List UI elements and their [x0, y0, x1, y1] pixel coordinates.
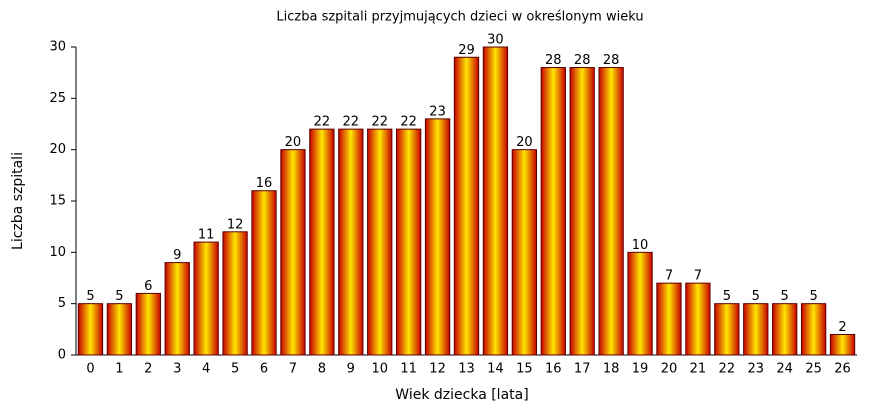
value-label: 5	[86, 289, 94, 304]
value-label: 22	[371, 115, 388, 130]
y-tick-label: 10	[49, 245, 66, 260]
x-tick-label: 0	[86, 362, 94, 377]
x-axis-label: Wiek dziecka [lata]	[395, 387, 528, 403]
value-label: 11	[198, 228, 215, 243]
value-label: 29	[458, 43, 475, 58]
value-label: 7	[665, 269, 673, 284]
bar	[338, 128, 364, 356]
x-tick-label: 22	[719, 362, 736, 377]
bar	[453, 56, 480, 356]
x-tick-label: 2	[144, 362, 152, 377]
x-tick-label: 3	[173, 362, 181, 377]
x-tick-label: 11	[400, 362, 417, 377]
x-tick-label: 13	[458, 362, 475, 377]
chart-title: Liczba szpitali przyjmujących dzieci w o…	[276, 10, 643, 25]
value-label: 22	[343, 115, 360, 130]
x-tick-label: 6	[260, 362, 268, 377]
x-tick-label: 20	[661, 362, 678, 377]
value-label: 28	[545, 53, 562, 68]
x-tick-label: 7	[289, 362, 297, 377]
bar	[772, 303, 798, 356]
bar	[685, 282, 711, 356]
bar	[743, 303, 769, 356]
x-tick-label: 16	[545, 362, 562, 377]
bar	[106, 303, 133, 356]
value-label: 28	[603, 53, 620, 68]
x-tick-label: 14	[487, 362, 504, 377]
value-label: 22	[314, 115, 331, 130]
bar	[395, 128, 422, 356]
bar	[829, 333, 856, 356]
x-tick-label: 26	[834, 362, 851, 377]
x-tick-label: 15	[516, 362, 533, 377]
x-tick-label: 8	[318, 362, 326, 377]
bar	[424, 118, 451, 356]
x-tick-label: 5	[231, 362, 239, 377]
bar	[598, 67, 624, 356]
bar	[280, 149, 306, 356]
x-tick-label: 19	[632, 362, 649, 377]
value-label: 20	[285, 135, 302, 150]
bar	[569, 67, 595, 356]
bar	[482, 46, 509, 356]
bar	[627, 251, 653, 356]
bar	[222, 231, 248, 356]
bar	[800, 303, 827, 356]
y-axis-label: Liczba szpitali	[10, 152, 26, 250]
x-tick-label: 17	[574, 362, 591, 377]
y-tick-label: 0	[58, 348, 66, 363]
value-label: 5	[723, 289, 731, 304]
bar	[309, 128, 335, 356]
bar	[656, 282, 682, 356]
value-label: 6	[144, 279, 152, 294]
value-label: 5	[752, 289, 760, 304]
bar	[77, 303, 104, 356]
y-tick-label: 15	[49, 194, 66, 209]
bar	[251, 190, 277, 356]
x-tick-label: 10	[371, 362, 388, 377]
x-tick-label: 23	[747, 362, 764, 377]
x-tick-label: 25	[805, 362, 822, 377]
value-label: 5	[115, 289, 123, 304]
bar	[367, 128, 393, 356]
value-label: 20	[516, 135, 533, 150]
value-label: 9	[173, 248, 181, 263]
value-label: 5	[781, 289, 789, 304]
y-tick-label: 30	[49, 40, 66, 55]
x-tick-label: 4	[202, 362, 210, 377]
value-label: 12	[227, 217, 244, 232]
x-tick-label: 18	[603, 362, 620, 377]
value-label: 5	[809, 289, 817, 304]
y-tick-label: 25	[49, 91, 66, 106]
x-tick-label: 9	[347, 362, 355, 377]
bar	[714, 303, 740, 356]
value-label: 16	[256, 176, 273, 191]
x-tick-label: 21	[690, 362, 707, 377]
bar	[135, 292, 161, 356]
bar	[164, 262, 190, 356]
x-tick-label: 12	[429, 362, 446, 377]
value-label: 7	[694, 269, 702, 284]
value-label: 28	[574, 53, 591, 68]
y-tick-label: 20	[49, 142, 66, 157]
bar	[511, 149, 538, 356]
x-tick-label: 24	[776, 362, 793, 377]
y-tick-label: 5	[58, 296, 66, 311]
value-label: 2	[838, 320, 846, 335]
value-label: 22	[400, 115, 417, 130]
value-label: 10	[632, 238, 649, 253]
x-tick-label: 1	[115, 362, 123, 377]
bar	[193, 241, 219, 356]
value-label: 30	[487, 33, 504, 48]
value-label: 23	[429, 104, 446, 119]
bar	[540, 67, 566, 356]
